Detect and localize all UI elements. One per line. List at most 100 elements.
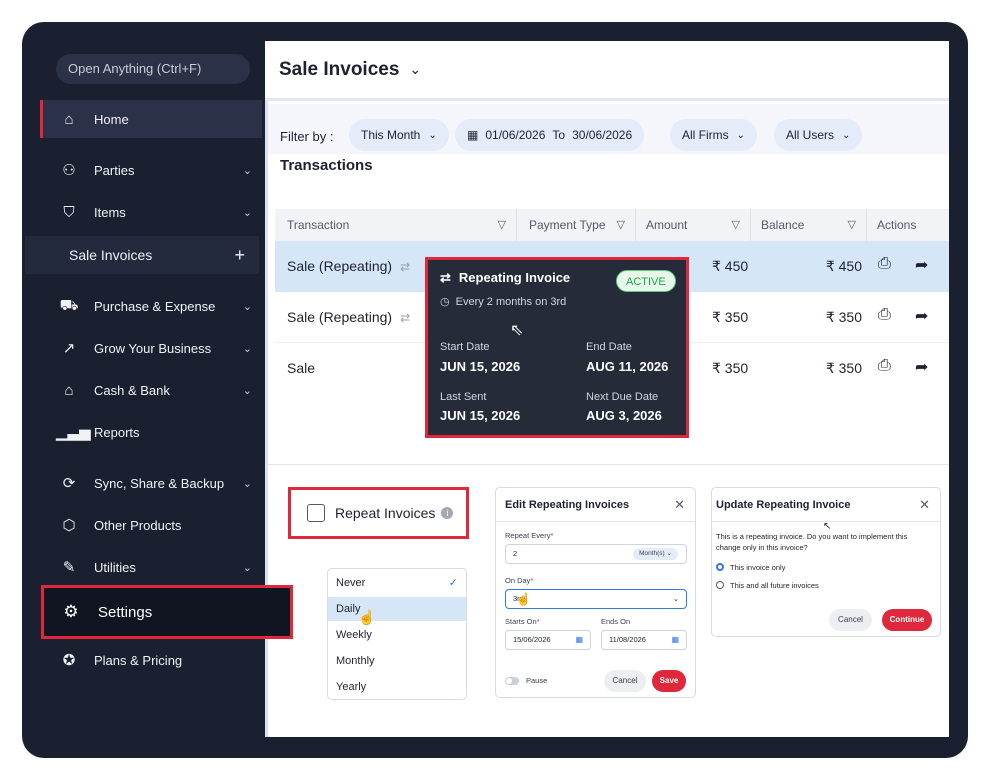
share-icon[interactable]: ➦ xyxy=(915,308,929,325)
repeat-icon: ⇄ xyxy=(440,270,451,285)
continue-button[interactable]: Continue xyxy=(882,609,932,631)
option-label: Never xyxy=(336,577,366,589)
label-text: On Day xyxy=(505,576,531,585)
sidebar-item-label: Other Products xyxy=(94,517,182,533)
column-actions: Actions xyxy=(867,209,949,241)
firms-filter[interactable]: All Firms ⌄ xyxy=(670,119,758,151)
share-icon[interactable]: ➦ xyxy=(915,257,929,274)
sidebar-item-purchase-expense[interactable]: ⛟ Purchase & Expense ⌄ xyxy=(40,287,262,325)
column-payment-type[interactable]: Payment Type ▽ xyxy=(517,209,636,241)
check-icon: ✓ xyxy=(448,577,458,589)
repeat-invoices-checkbox[interactable]: Repeat Invoices i xyxy=(288,487,469,539)
unit-label: Month(s) xyxy=(639,550,665,557)
frequency-option-yearly[interactable]: Yearly xyxy=(328,675,466,699)
filter-icon[interactable]: ▽ xyxy=(847,219,856,231)
sidebar-item-other-products[interactable]: ⬡ Other Products xyxy=(40,506,262,544)
column-amount[interactable]: Amount ▽ xyxy=(636,209,751,241)
mouse-pointer-icon: ⇖ xyxy=(510,322,524,339)
table-header: Transaction ▽ Payment Type ▽ Amount ▽ Ba… xyxy=(275,209,949,241)
radio-this-invoice-only[interactable] xyxy=(716,563,724,571)
sidebar-item-sale-invoices[interactable]: Sale Invoices + xyxy=(25,236,259,274)
label-text: Repeat Every xyxy=(505,531,551,540)
frequency-option-never[interactable]: Never ✓ xyxy=(328,571,466,595)
sidebar-item-grow-business[interactable]: ↗ Grow Your Business ⌄ xyxy=(40,329,262,367)
share-icon[interactable]: ➦ xyxy=(915,359,929,376)
checkbox[interactable] xyxy=(307,504,325,522)
chevron-down-icon: ⌄ xyxy=(736,129,746,141)
frequency-option-daily[interactable]: Daily xyxy=(328,597,466,621)
sidebar-item-home[interactable]: ⌂ Home xyxy=(40,100,262,138)
users-filter[interactable]: All Users ⌄ xyxy=(774,119,863,151)
info-icon[interactable]: i xyxy=(441,507,454,519)
calendar-icon[interactable]: ▦ xyxy=(575,635,583,644)
repeating-invoice-tooltip: ⇄ Repeating Invoice ACTIVE ◷ Every 2 month… xyxy=(425,257,689,438)
sidebar-item-label: Utilities xyxy=(94,559,136,575)
award-icon: ✪ xyxy=(62,652,76,669)
save-button[interactable]: Save xyxy=(652,670,686,692)
chevron-down-icon: ⌄ xyxy=(842,129,851,141)
page-title[interactable]: Sale Invoices ⌄ xyxy=(265,41,949,101)
field-value: 15/06/2026 xyxy=(513,635,551,644)
starts-on-field[interactable]: 15/06/2026 ▦ xyxy=(505,630,591,650)
period-filter[interactable]: This Month ⌄ xyxy=(349,119,449,151)
status-badge: ACTIVE xyxy=(616,270,676,292)
amount-cell: ₹ 350 xyxy=(712,360,749,376)
unit-select[interactable]: Month(s) ⌄ xyxy=(633,548,678,560)
ends-on-field[interactable]: 11/08/2026 ▦ xyxy=(601,630,687,650)
chevron-down-icon[interactable]: ⌄ xyxy=(409,61,422,77)
sidebar-item-plans-pricing[interactable]: ✪ Plans & Pricing xyxy=(40,641,262,679)
print-icon[interactable]: ⎙ xyxy=(878,357,891,374)
sidebar-item-utilities[interactable]: ✎ Utilities ⌄ xyxy=(40,548,262,586)
end-date-value: AUG 11, 2026 xyxy=(586,359,669,374)
cancel-button[interactable]: Cancel xyxy=(604,670,646,692)
field-value: 2 xyxy=(513,549,518,558)
pause-toggle[interactable] xyxy=(505,677,519,685)
on-day-select[interactable]: 3rd ⌄ xyxy=(505,589,687,609)
date-range-filter[interactable]: ▦ 01/06/2026 To 30/06/2026 xyxy=(455,119,645,151)
calendar-icon[interactable]: ▦ xyxy=(671,635,679,644)
chevron-down-icon: ⌄ xyxy=(242,342,252,355)
filter-icon[interactable]: ▽ xyxy=(616,219,625,231)
open-anything-search[interactable]: Open Anything (Ctrl+F) xyxy=(56,54,250,84)
sidebar-item-label: Home xyxy=(94,111,129,127)
column-label: Balance xyxy=(761,218,805,232)
repeat-every-field[interactable]: 2 Month(s) ⌄ xyxy=(505,544,687,564)
users-icon: ⚇ xyxy=(62,162,76,179)
filter-icon[interactable]: ▽ xyxy=(731,219,740,231)
bag-icon: ⛉ xyxy=(63,203,75,221)
radio-this-and-future[interactable] xyxy=(716,581,724,589)
sidebar-item-items[interactable]: ⛉ Items ⌄ xyxy=(40,193,262,231)
divider xyxy=(496,521,695,522)
dialog-title: Edit Repeating Invoices xyxy=(505,499,630,511)
column-balance[interactable]: Balance ▽ xyxy=(751,209,867,241)
frequency-option-monthly[interactable]: Monthly xyxy=(328,649,466,673)
page-title-text: Sale Invoices xyxy=(279,58,400,80)
sidebar-item-reports[interactable]: ▁▃▅ Reports xyxy=(40,413,262,451)
sidebar-item-label: Sync, Share & Backup xyxy=(94,475,225,491)
cancel-button[interactable]: Cancel xyxy=(829,609,872,631)
frequency-dropdown: Never ✓ Daily Weekly Monthly Yearly ☝ xyxy=(327,568,467,700)
print-icon[interactable]: ⎙ xyxy=(878,306,891,323)
sidebar-item-label: Grow Your Business xyxy=(94,340,212,356)
print-icon[interactable]: ⎙ xyxy=(878,255,891,272)
start-date-label: Start Date xyxy=(440,341,490,353)
sidebar-item-cash-bank[interactable]: ⌂ Cash & Bank ⌄ xyxy=(40,371,262,409)
close-icon[interactable]: ✕ xyxy=(919,497,930,512)
close-icon[interactable]: ✕ xyxy=(674,497,685,512)
column-transaction[interactable]: Transaction ▽ xyxy=(275,209,517,241)
required-mark: * xyxy=(536,617,540,626)
sidebar-item-sync-share-backup[interactable]: ⟳ Sync, Share & Backup ⌄ xyxy=(40,464,262,502)
required-mark: * xyxy=(550,531,554,540)
filter-icon[interactable]: ▽ xyxy=(497,219,506,231)
sidebar-item-parties[interactable]: ⚇ Parties ⌄ xyxy=(40,151,262,189)
transaction-cell: Sale xyxy=(287,360,316,376)
firms-filter-label: All Firms xyxy=(682,128,729,142)
section-divider xyxy=(268,464,949,465)
plus-icon[interactable]: + xyxy=(234,244,245,265)
sidebar-item-settings[interactable]: ⚙ Settings xyxy=(41,585,293,639)
required-mark: * xyxy=(530,576,534,585)
frequency-option-weekly[interactable]: Weekly xyxy=(328,623,466,647)
option-label: Yearly xyxy=(336,681,367,693)
chevron-down-icon: ⌄ xyxy=(242,164,252,177)
hand-pointer-icon: ☝ xyxy=(358,609,376,625)
